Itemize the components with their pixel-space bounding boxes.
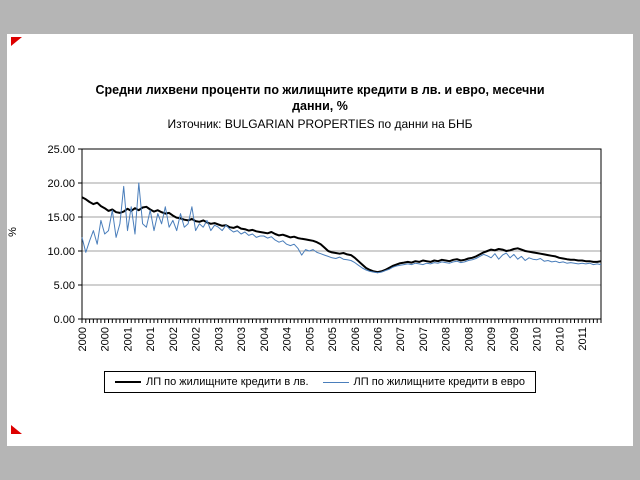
red-marker-icon-top bbox=[11, 37, 22, 46]
x-tick-label: 2003 bbox=[213, 327, 225, 351]
x-tick-label: 2009 bbox=[509, 327, 521, 351]
x-tick-label: 2001 bbox=[145, 327, 157, 351]
y-tick-label: 10.00 bbox=[47, 246, 75, 258]
x-tick-label: 2006 bbox=[372, 327, 384, 351]
x-tick-label: 2002 bbox=[191, 327, 203, 351]
document-page: Средни лихвени проценти по жилищните кре… bbox=[7, 34, 633, 446]
y-tick-label: 0.00 bbox=[54, 314, 75, 326]
x-tick-label: 2002 bbox=[168, 327, 180, 351]
x-tick-label: 2004 bbox=[259, 327, 271, 351]
x-tick-label: 2006 bbox=[350, 327, 362, 351]
x-tick-label: 2005 bbox=[327, 327, 339, 351]
chart-title-line2: данни, % bbox=[292, 99, 348, 113]
y-tick-label: 5.00 bbox=[54, 280, 75, 292]
legend-label-eur: ЛП по жилищните кредити в евро bbox=[353, 376, 526, 388]
x-tick-label: 2005 bbox=[304, 327, 316, 351]
x-tick-label: 2003 bbox=[236, 327, 248, 351]
x-tick-label: 2007 bbox=[418, 327, 430, 351]
series-line-eur bbox=[81, 182, 602, 274]
plot-border bbox=[81, 148, 602, 320]
legend-line-sample-eur bbox=[322, 381, 349, 383]
red-marker-icon-bottom bbox=[11, 425, 22, 434]
series-line-bgn bbox=[81, 196, 602, 274]
x-tick-label: 2000 bbox=[77, 327, 89, 351]
y-tick-label: 25.00 bbox=[47, 144, 75, 156]
legend-item-eur: ЛП по жилищните кредити в евро bbox=[322, 376, 526, 388]
x-tick-label: 2010 bbox=[532, 327, 544, 351]
chart-legend: ЛП по жилищните кредити в лв. ЛП по жили… bbox=[103, 371, 537, 393]
x-tick-label: 2010 bbox=[554, 327, 566, 351]
x-tick-label: 2001 bbox=[122, 327, 134, 351]
x-tick-label: 2000 bbox=[100, 327, 112, 351]
x-tick-label: 2011 bbox=[577, 327, 589, 351]
legend-item-bgn: ЛП по жилищните кредити в лв. bbox=[114, 376, 309, 388]
x-tick-label: 2007 bbox=[395, 327, 407, 351]
chart-title-line1: Средни лихвени проценти по жилищните кре… bbox=[95, 83, 545, 97]
legend-line-sample-bgn bbox=[114, 381, 141, 383]
x-tick-label: 2008 bbox=[463, 327, 475, 351]
x-tick-label: 2004 bbox=[282, 327, 294, 351]
y-tick-label: 15.00 bbox=[47, 212, 75, 224]
legend-label-bgn: ЛП по жилищните кредити в лв. bbox=[145, 376, 309, 388]
y-axis-title: % bbox=[7, 227, 19, 237]
chart-subtitle: Източник: BULGARIAN PROPERTIES по данни … bbox=[167, 117, 473, 131]
plot-area: 0.00 5.00 10.00 15.00 20.00 25.00 2000 2000 2001… bbox=[47, 144, 602, 351]
x-tick-label: 2009 bbox=[486, 327, 498, 351]
chart-title: Средни лихвени проценти по жилищните кре… bbox=[7, 82, 633, 114]
y-tick-label: 20.00 bbox=[47, 178, 75, 190]
x-tick-label: 2008 bbox=[441, 327, 453, 351]
